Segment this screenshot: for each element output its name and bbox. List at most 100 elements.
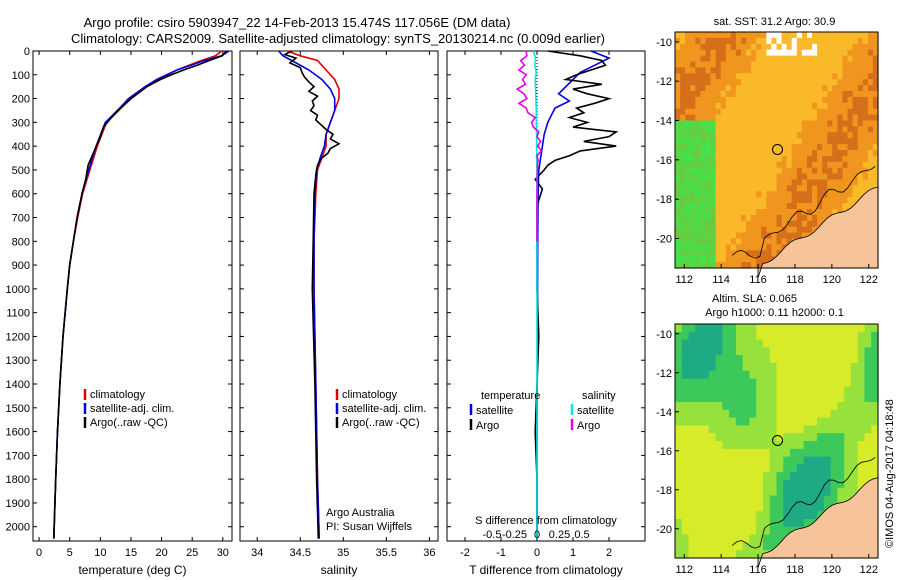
map-cell xyxy=(837,96,844,104)
map-cell xyxy=(675,220,681,228)
map-cell xyxy=(690,250,696,257)
x-tick-label: 0 xyxy=(36,547,42,559)
map-cell xyxy=(749,409,757,419)
map-cell xyxy=(817,37,823,45)
map-cell xyxy=(803,355,811,364)
map-cell xyxy=(776,433,784,442)
map-cell xyxy=(842,191,849,198)
map-cell xyxy=(796,480,805,489)
map-cell xyxy=(801,91,808,98)
map-cell xyxy=(705,232,712,240)
map-cell xyxy=(681,402,690,411)
map-cell xyxy=(837,386,845,395)
map-cell xyxy=(725,120,732,127)
map-cell xyxy=(817,209,823,216)
map-cell xyxy=(776,386,784,395)
map-cell xyxy=(742,378,751,387)
map-cell xyxy=(771,232,778,240)
map-cell xyxy=(702,339,710,348)
map-cell xyxy=(729,347,737,356)
map-cell xyxy=(832,203,838,210)
map-cell xyxy=(852,91,859,98)
map-cell xyxy=(735,472,744,481)
map-cell xyxy=(812,67,818,74)
map-cell xyxy=(781,185,788,192)
map-cell xyxy=(867,49,874,57)
map-cell xyxy=(690,150,696,157)
map-cell xyxy=(822,61,828,68)
map-cell xyxy=(688,417,696,426)
map-cell xyxy=(871,370,879,380)
map-cell xyxy=(741,191,747,198)
map-cell xyxy=(822,132,828,139)
map-cell xyxy=(675,542,683,551)
map-cell xyxy=(769,378,778,387)
map-cell xyxy=(695,409,703,419)
map-cell xyxy=(702,480,710,489)
map-cell xyxy=(790,363,798,372)
map-cell xyxy=(801,67,808,74)
map-cell xyxy=(700,197,707,204)
map-cell xyxy=(735,209,742,216)
map-cell xyxy=(847,155,854,163)
map-cell xyxy=(781,37,788,45)
map-cell xyxy=(705,43,712,51)
map-cell xyxy=(702,534,710,543)
map-cell xyxy=(756,339,764,348)
map-cell xyxy=(722,448,730,458)
map-cell xyxy=(852,67,859,74)
map-y-tick-label: -18 xyxy=(656,485,672,497)
map-cell xyxy=(817,433,825,442)
map-cell xyxy=(708,378,717,387)
map-cell xyxy=(803,503,811,512)
map-cell xyxy=(685,102,691,110)
map-cell xyxy=(827,43,833,51)
map-cell xyxy=(862,185,869,192)
map-cell xyxy=(761,214,767,222)
map-cell xyxy=(812,209,818,216)
map-cell xyxy=(776,73,783,80)
map-cell xyxy=(771,102,778,110)
map-cell xyxy=(796,417,805,426)
map-cell xyxy=(810,378,818,387)
map-cell xyxy=(708,339,717,348)
map-cell xyxy=(690,173,696,181)
map-cell xyxy=(690,244,696,251)
map-cell xyxy=(786,138,793,145)
map-cell xyxy=(710,232,717,240)
map-cell xyxy=(756,519,764,528)
map-cell xyxy=(867,85,874,92)
map-cell xyxy=(871,417,879,426)
map-cell xyxy=(751,214,757,222)
map-cell xyxy=(761,61,767,68)
map-cell xyxy=(735,519,744,528)
map-cell xyxy=(730,79,737,86)
map-cell xyxy=(766,250,773,257)
map-cell xyxy=(708,503,717,512)
map-cell xyxy=(741,179,747,186)
map-cell xyxy=(781,209,788,216)
map-cell xyxy=(715,425,723,434)
map-cell xyxy=(763,347,771,356)
map-cell xyxy=(822,73,828,80)
map-cell xyxy=(742,456,751,465)
map-cell xyxy=(675,495,683,504)
map-cell xyxy=(791,79,798,86)
map-cell xyxy=(749,519,757,528)
series-line xyxy=(532,50,538,539)
map-cell xyxy=(675,464,683,473)
map-cell xyxy=(796,503,805,512)
map-cell xyxy=(722,331,730,341)
map-cell xyxy=(742,534,751,543)
map-cell xyxy=(690,114,696,122)
map-cell xyxy=(872,126,879,133)
map-cell xyxy=(735,132,742,139)
map-cell xyxy=(776,120,783,127)
map-cell xyxy=(675,85,681,92)
map-cell xyxy=(786,226,793,234)
map-cell xyxy=(817,480,825,489)
map-cell xyxy=(688,464,696,473)
map-cell xyxy=(837,67,844,74)
map-cell xyxy=(771,226,778,234)
map-cell xyxy=(761,91,767,98)
